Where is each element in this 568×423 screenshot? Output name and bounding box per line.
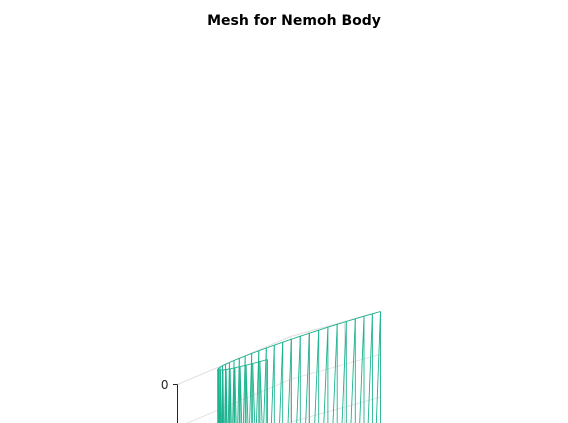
mesh-diagonal-edge xyxy=(305,333,310,423)
z-tick-label: -2 xyxy=(157,421,169,423)
mesh-diagonal-edge xyxy=(221,365,223,423)
mesh-diagonal-edge xyxy=(287,339,292,423)
z-gridline xyxy=(177,311,381,385)
mesh-diagonal-edge xyxy=(259,361,263,423)
axis-layer xyxy=(173,384,178,423)
mesh-diagonal-edge xyxy=(332,324,338,423)
mesh-diagonal-edge xyxy=(237,358,240,423)
z-gridline xyxy=(287,396,381,423)
z-gridline xyxy=(186,353,381,423)
mesh-diagonal-edge xyxy=(224,364,227,423)
mesh-diagonal-edge xyxy=(263,347,267,423)
mesh-diagonal-edge xyxy=(314,330,320,423)
mesh-diagonal-edge xyxy=(218,370,220,423)
mesh-diagonal-edge xyxy=(222,369,225,423)
mesh-diagonal-edge xyxy=(232,360,235,423)
mesh-diagonal-edge xyxy=(249,353,253,423)
mesh-diagonal-edge xyxy=(359,316,365,423)
chart-title: Mesh for Nemoh Body xyxy=(207,13,381,29)
mesh-diagonal-edge xyxy=(229,368,232,423)
mesh-diagonal-edge xyxy=(323,327,329,423)
grid-layer xyxy=(177,311,381,423)
mesh-layer xyxy=(217,311,381,423)
mesh-diagonal-edge xyxy=(367,313,373,423)
mesh-diagonal-edge xyxy=(245,365,249,423)
mesh-diagonal-edge xyxy=(219,370,222,423)
mesh-diagonal-edge xyxy=(234,367,237,423)
mesh-diagonal-edge xyxy=(227,362,230,423)
mesh-diagonal-edge xyxy=(255,350,260,423)
mesh-diagonal-edge xyxy=(217,369,219,423)
mesh-diagonal-edge xyxy=(279,342,284,423)
mesh-diagonal-edge xyxy=(242,355,246,423)
tick-layer: -5050240-2-4-6-8-10 xyxy=(157,378,169,423)
mesh-diagonal-edge xyxy=(341,321,347,423)
mesh-diagonal-edge xyxy=(252,363,256,423)
z-tick-label: 0 xyxy=(161,378,169,392)
mesh-diagonal-edge xyxy=(225,369,228,423)
mesh-diagonal-edge xyxy=(270,345,275,423)
mesh-diagonal-edge xyxy=(296,336,301,423)
mesh-diagonal-edge xyxy=(219,367,221,423)
mesh-diagonal-edge xyxy=(239,366,243,423)
mesh-diagonal-edge xyxy=(375,311,381,423)
mesh-diagonal-edge xyxy=(350,318,356,423)
